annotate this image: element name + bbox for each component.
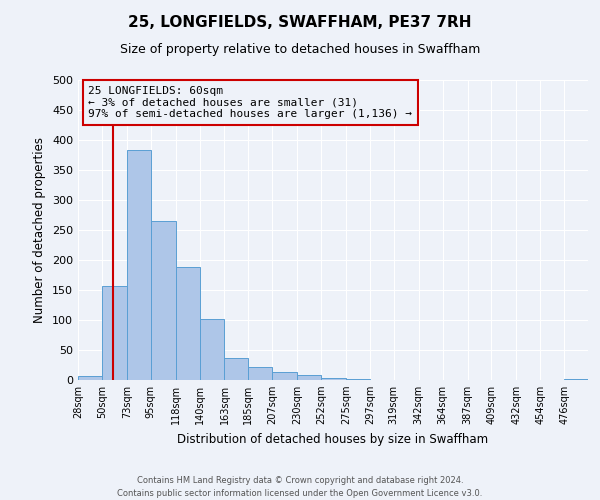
- Bar: [297, 375, 321, 380]
- Bar: [127, 150, 151, 380]
- Text: 25 LONGFIELDS: 60sqm
← 3% of detached houses are smaller (31)
97% of semi-detach: 25 LONGFIELDS: 60sqm ← 3% of detached ho…: [88, 86, 412, 119]
- Bar: [200, 320, 224, 380]
- Bar: [78, 376, 102, 380]
- Text: 25, LONGFIELDS, SWAFFHAM, PE37 7RH: 25, LONGFIELDS, SWAFFHAM, PE37 7RH: [128, 15, 472, 30]
- Bar: [272, 372, 297, 380]
- Bar: [176, 267, 200, 380]
- Text: Size of property relative to detached houses in Swaffham: Size of property relative to detached ho…: [120, 42, 480, 56]
- Bar: [151, 221, 176, 380]
- Y-axis label: Number of detached properties: Number of detached properties: [34, 137, 46, 323]
- Bar: [224, 358, 248, 380]
- Bar: [248, 368, 272, 380]
- Text: Contains HM Land Registry data © Crown copyright and database right 2024.
Contai: Contains HM Land Registry data © Crown c…: [118, 476, 482, 498]
- Bar: [321, 378, 346, 380]
- X-axis label: Distribution of detached houses by size in Swaffham: Distribution of detached houses by size …: [178, 432, 488, 446]
- Bar: [102, 286, 127, 380]
- Bar: [564, 379, 588, 380]
